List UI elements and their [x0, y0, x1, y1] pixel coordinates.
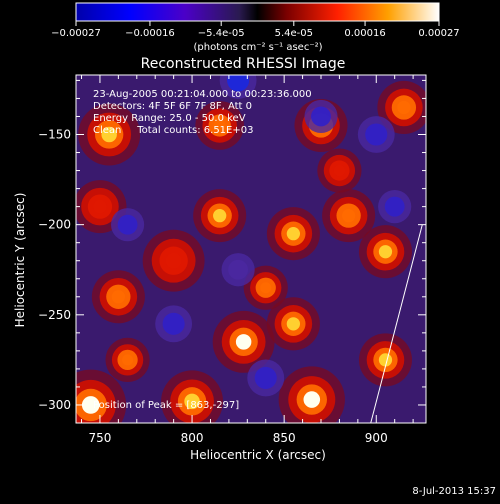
heatmap-positive-blob [165, 252, 182, 269]
y-tick-label: −250 [38, 308, 71, 322]
heatmap-positive-blob [303, 391, 321, 408]
colorbar-tick-label: 0.00016 [344, 28, 385, 39]
heatmap-positive-blob [286, 227, 300, 241]
peak-position-label: Position of Peak = [863,-297] [93, 400, 239, 411]
colorbar-gradient [75, 2, 440, 22]
info-annotations: 23-Aug-2005 00:21:04.000 to 00:23:36.000… [93, 89, 312, 411]
y-tick-label: −300 [38, 398, 71, 412]
heatmap-negative-blob [117, 214, 138, 235]
heatmap-positive-blob [342, 209, 356, 223]
heatmap-positive-blob [101, 126, 117, 143]
heatmap-positive-blob [122, 354, 134, 366]
heatmap-positive-blob [260, 282, 272, 294]
heatmap-positive-blob [213, 209, 227, 223]
heatmap-positive-blob [378, 245, 393, 259]
limb-line [370, 224, 423, 423]
y-tick-label: −200 [38, 218, 71, 232]
x-tick-label: 750 [88, 431, 111, 445]
colorbar-ticks: −0.00027 −0.00016 −5.4e-05 5.4e-05 0.00016 0.… [51, 21, 460, 39]
annotation-detectors: Detectors: 4F 5F 6F 7F 8F, Att 0 [93, 101, 252, 112]
x-tick-label: 800 [181, 431, 204, 445]
heatmap-image [76, 75, 426, 423]
plot-frame [75, 74, 427, 424]
colorbar-tick-label: −5.4e-05 [198, 28, 245, 39]
annotation-counts: Clean Total counts: 6.51E+03 [93, 125, 253, 136]
x-tick-label: 900 [365, 431, 388, 445]
heatmap-negative-blob [162, 312, 185, 335]
colorbar-tick-label: −0.00016 [125, 28, 175, 39]
x-tick-label: 850 [273, 431, 296, 445]
annotation-time: 23-Aug-2005 00:21:04.000 to 00:23:36.000 [93, 89, 312, 100]
heatmap-positive-blob [397, 100, 411, 115]
heatmap-positive-blob [93, 199, 107, 214]
annotation-energy: Energy Range: 25.0 - 50.0 keV [93, 113, 246, 124]
chart-title: Reconstructed RHESSI Image [141, 56, 346, 72]
x-axis-label: Heliocentric X (arcsec) [190, 448, 326, 462]
colorbar-tick-label: 0.00027 [418, 28, 459, 39]
colorbar-tick-label: 5.4e-05 [275, 28, 313, 39]
heatmap-negative-blob [384, 196, 405, 217]
heatmap-positive-blob [235, 334, 252, 350]
heatmap-positive-blob [378, 353, 393, 367]
heatmap-negative-blob [311, 106, 331, 127]
plot-area: 750 800 850 900 −300 −250 −200 −150 [38, 74, 427, 445]
heatmap-positive-blob [111, 290, 126, 304]
y-tick-label: −150 [38, 128, 71, 142]
colorbar-tick-label: −0.00027 [51, 28, 101, 39]
heatmap-positive-blob [213, 119, 226, 132]
heatmap-positive-blob [184, 393, 200, 410]
heatmap-positive-blob [81, 396, 100, 414]
heatmap-positive-blob [286, 317, 300, 331]
heatmap-positive-blob [333, 165, 345, 177]
colorbar: −0.00027 −0.00016 −5.4e-05 5.4e-05 0.00016 0.… [51, 2, 460, 53]
heatmap-negative-blob [228, 259, 249, 280]
colorbar-unit-label: (photons cm⁻² s⁻¹ asec⁻²) [193, 42, 322, 53]
footer-timestamp: 8-Jul-2013 15:37 [412, 486, 496, 497]
heatmap-negative-blob [227, 75, 250, 92]
axis-ticks: 750 800 850 900 −300 −250 −200 −150 [38, 75, 426, 445]
heatmap-negative-blob [254, 366, 277, 389]
y-axis-label: Heliocentric Y (arcsec) [13, 193, 27, 328]
heatmap-negative-blob [365, 123, 388, 146]
